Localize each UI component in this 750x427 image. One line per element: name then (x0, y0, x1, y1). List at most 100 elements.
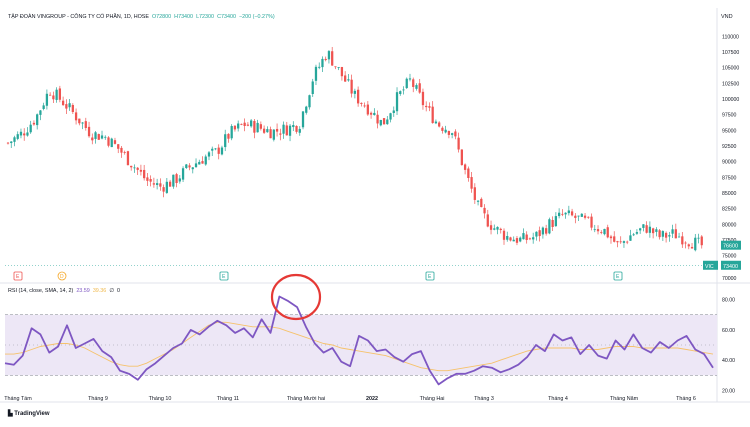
symbol-header: TẬP ĐOÀN VINGROUP - CÔNG TY CỔ PHẦN, 1D,… (8, 14, 275, 20)
candle-body (373, 112, 376, 116)
candle-body (538, 230, 541, 237)
candle-body (185, 164, 188, 168)
candle-body (418, 83, 421, 93)
candle-body (668, 235, 671, 237)
candle-body (674, 229, 677, 239)
candle-body (438, 122, 441, 127)
candle-body (369, 112, 373, 115)
candle-body (321, 58, 324, 68)
price-tick-label: 80000 (722, 222, 737, 228)
candle-body (204, 156, 207, 165)
event-marker-label: E (222, 274, 226, 280)
candle-body (428, 106, 431, 108)
candle-body (16, 134, 19, 139)
candle-body (311, 81, 314, 95)
candle-body (655, 229, 658, 232)
candle-body (214, 148, 217, 150)
candle-body (159, 183, 162, 187)
candle-body (172, 174, 175, 187)
price-tick-label: 85000 (722, 191, 737, 197)
candle-body (570, 211, 574, 216)
candle-body (502, 230, 506, 240)
candle-body (152, 183, 156, 185)
price-tick-label: 102500 (722, 81, 739, 87)
candle-body (13, 137, 16, 142)
candle-body (26, 132, 29, 136)
candle-body (541, 227, 545, 235)
candle-body (61, 100, 65, 106)
candle-body (279, 133, 282, 135)
candle-body (600, 232, 603, 234)
candle-body (519, 237, 522, 242)
candle-body (606, 227, 609, 238)
candle-body (97, 134, 100, 140)
candle-body (100, 135, 104, 139)
last-price-tag-text: 76600 (723, 244, 738, 250)
time-axis-label: Tháng 6 (676, 396, 696, 402)
candle-body (412, 79, 415, 87)
candle-body (130, 165, 133, 168)
candle-body (587, 216, 590, 218)
candle-body (353, 90, 357, 94)
rsi-tick-label: 40.00 (722, 358, 735, 364)
candle-body (700, 236, 703, 246)
rsi-header[interactable]: RSI (14, close, SMA, 14, 2) 23.59 39.36 … (8, 288, 120, 294)
candle-body (149, 179, 152, 182)
candle-body (405, 78, 408, 89)
candle-body (690, 246, 694, 249)
candle-body (515, 238, 519, 243)
candle-body (671, 229, 674, 234)
event-marker (13, 271, 23, 281)
tradingview-logo[interactable]: ▙ TradingView (8, 410, 50, 417)
last-price-tag (721, 240, 741, 250)
candle-body (567, 210, 570, 214)
candle-body (175, 174, 178, 184)
candle-body (480, 198, 483, 208)
rsi-ma-value: 39.36 (92, 288, 107, 294)
candle-body (298, 128, 301, 133)
candle-body (493, 228, 496, 230)
candle-body (74, 112, 78, 121)
candle-body (32, 122, 36, 125)
candle-body (386, 119, 389, 125)
candle-body (554, 216, 558, 227)
candle-body (379, 119, 382, 126)
event-marker (425, 271, 435, 281)
rsi-label: RSI (14, close, SMA, 14, 2) (8, 288, 74, 294)
candle-body (211, 148, 214, 151)
candle-body (635, 232, 639, 234)
candle-body (350, 79, 353, 94)
candle-body (522, 233, 525, 240)
candle-body (52, 95, 55, 100)
price-tick-label: 92500 (722, 144, 737, 150)
candle-body (36, 114, 39, 126)
candle-body (360, 102, 363, 104)
candle-body (593, 229, 596, 231)
candle-body (434, 121, 438, 124)
candle-body (42, 105, 45, 109)
rsi-tick-label: 60.00 (722, 328, 735, 334)
candle-body (113, 140, 117, 144)
tradingview-brand: TradingView (14, 411, 50, 417)
candle-body (327, 51, 331, 60)
candle-body (49, 94, 52, 96)
time-axis-label: Tháng 10 (149, 396, 172, 402)
candle-body (632, 234, 635, 236)
candle-body (363, 105, 366, 107)
price-tick-label: 90000 (722, 160, 737, 166)
candle-body (642, 224, 645, 228)
time-axis-label: Tháng 11 (217, 396, 239, 402)
candle-body (651, 228, 655, 234)
price-tick-label: 97500 (722, 113, 737, 119)
event-marker-label: D (60, 274, 64, 280)
candle-body (444, 129, 447, 133)
symbol-price-tag (721, 260, 741, 270)
candle-body (207, 152, 211, 157)
rsi-line (4, 295, 714, 386)
candle-body (344, 75, 347, 82)
candle-body (220, 147, 224, 155)
candle-body (399, 91, 402, 94)
event-marker (219, 271, 229, 281)
